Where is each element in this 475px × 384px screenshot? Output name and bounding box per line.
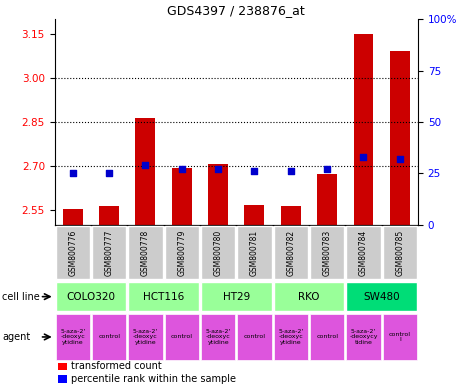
Bar — [310, 226, 344, 279]
Bar — [201, 226, 235, 279]
Text: HCT116: HCT116 — [143, 291, 184, 302]
Text: GSM800785: GSM800785 — [395, 229, 404, 276]
Bar — [281, 207, 301, 225]
Text: 5-aza-2'
-deoxycy
tidine: 5-aza-2' -deoxycy tidine — [349, 329, 378, 345]
Text: HT29: HT29 — [223, 291, 250, 302]
Bar — [383, 314, 417, 359]
Bar — [128, 282, 199, 311]
Bar — [165, 314, 199, 359]
Point — [360, 154, 367, 160]
Bar — [353, 34, 373, 225]
Text: GSM800776: GSM800776 — [68, 229, 77, 276]
Bar — [383, 226, 417, 279]
Bar — [63, 209, 83, 225]
Bar — [56, 226, 90, 279]
Text: COLO320: COLO320 — [66, 291, 115, 302]
Bar — [346, 314, 380, 359]
Bar — [99, 206, 119, 225]
Bar — [58, 376, 67, 383]
Bar — [274, 226, 308, 279]
Text: control
l: control l — [389, 331, 411, 343]
Point — [178, 166, 186, 172]
Text: 5-aza-2'
-deoxyc
ytidine: 5-aza-2' -deoxyc ytidine — [60, 329, 86, 345]
Point — [214, 166, 222, 172]
Text: RKO: RKO — [298, 291, 320, 302]
Text: control: control — [316, 334, 338, 339]
Text: GSM800777: GSM800777 — [104, 229, 114, 276]
Point — [287, 168, 294, 174]
Text: GSM800780: GSM800780 — [214, 229, 223, 276]
Bar — [274, 314, 308, 359]
Bar — [92, 314, 126, 359]
Text: agent: agent — [2, 332, 30, 342]
Bar — [58, 363, 67, 370]
Text: 5-aza-2'
-deoxyc
ytidine: 5-aza-2' -deoxyc ytidine — [278, 329, 304, 345]
Bar — [201, 314, 235, 359]
Point — [105, 170, 113, 176]
Bar — [238, 314, 272, 359]
Text: 5-aza-2'
-deoxyc
ytidine: 5-aza-2' -deoxyc ytidine — [133, 329, 158, 345]
Bar — [245, 205, 265, 225]
Bar — [92, 226, 126, 279]
Text: transformed count: transformed count — [71, 361, 162, 371]
Text: GSM800782: GSM800782 — [286, 229, 295, 276]
Bar — [128, 226, 162, 279]
Bar — [274, 282, 344, 311]
Bar — [390, 51, 410, 225]
Bar — [346, 282, 417, 311]
Point — [396, 156, 404, 162]
Title: GDS4397 / 238876_at: GDS4397 / 238876_at — [167, 3, 305, 17]
Bar — [310, 314, 344, 359]
Bar — [317, 174, 337, 225]
Point — [251, 168, 258, 174]
Text: GSM800779: GSM800779 — [177, 229, 186, 276]
Text: GSM800778: GSM800778 — [141, 229, 150, 276]
Text: control: control — [244, 334, 266, 339]
Bar — [135, 118, 155, 225]
Text: cell line: cell line — [2, 291, 40, 302]
Bar — [172, 168, 192, 225]
Text: control: control — [171, 334, 193, 339]
Text: SW480: SW480 — [363, 291, 400, 302]
Bar — [56, 282, 126, 311]
Bar — [208, 164, 228, 225]
Text: percentile rank within the sample: percentile rank within the sample — [71, 374, 236, 384]
Text: GSM800783: GSM800783 — [323, 229, 332, 276]
Point — [142, 162, 149, 168]
Point — [323, 166, 331, 172]
Bar — [346, 226, 380, 279]
Bar — [56, 314, 90, 359]
Point — [69, 170, 76, 176]
Bar — [238, 226, 272, 279]
Text: GSM800784: GSM800784 — [359, 229, 368, 276]
Text: control: control — [98, 334, 120, 339]
Text: GSM800781: GSM800781 — [250, 229, 259, 276]
Bar — [128, 314, 162, 359]
Bar — [165, 226, 199, 279]
Text: 5-aza-2'
-deoxyc
ytidine: 5-aza-2' -deoxyc ytidine — [206, 329, 231, 345]
Bar — [201, 282, 272, 311]
